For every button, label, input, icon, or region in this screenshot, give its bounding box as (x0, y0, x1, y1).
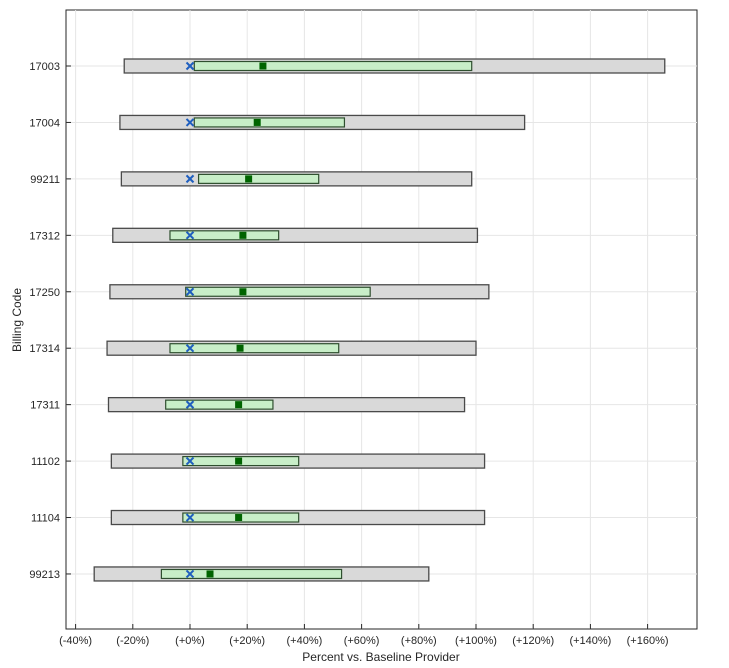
x-tick-label: (+100%) (455, 635, 497, 647)
baseline-x-marker (185, 61, 195, 71)
inner-range-bar (193, 60, 473, 72)
plot-area (65, 9, 698, 630)
y-tick-label: 11104 (31, 513, 60, 525)
y-axis-ticks: 17003 17004 99211 17312 17250 17314 17311 11102… (29, 61, 71, 581)
median-marker (245, 175, 253, 183)
inner-range-bar (185, 286, 371, 297)
y-tick-label: 17250 (29, 287, 60, 299)
baseline-x-marker (185, 400, 195, 409)
median-marker (239, 288, 247, 296)
outer-range-bar (112, 227, 479, 243)
y-tick-label: 17003 (29, 61, 60, 73)
baseline-x-marker (185, 456, 195, 466)
range-bars (93, 58, 666, 582)
x-tick-label: (+140%) (569, 635, 611, 647)
x-tick-label: (-20%) (116, 635, 149, 647)
inner-range-bar (169, 343, 340, 354)
median-marker (259, 62, 267, 70)
median-marker (236, 344, 244, 352)
x-tick-label: (+80%) (401, 635, 437, 647)
y-tick-label: 17311 (30, 400, 60, 412)
inner-range-bar (165, 399, 274, 410)
outer-range-bar (107, 396, 466, 413)
inner-range-bar (169, 230, 280, 241)
median-marker (206, 570, 214, 578)
inner-range-bar (160, 568, 343, 580)
baseline-x-marker (185, 569, 195, 579)
y-tick-label: 99213 (29, 569, 60, 581)
x-tick-label: (+120%) (512, 635, 554, 647)
inner-range-bar (197, 173, 320, 184)
median-marker (239, 231, 247, 239)
inner-range-bar (193, 117, 346, 128)
x-tick-label: (+40%) (287, 635, 323, 647)
baseline-x-marker (185, 174, 195, 184)
x-axis-title: Percent vs. Baseline Provider (302, 650, 459, 664)
y-axis-title: Billing Code (10, 288, 24, 352)
y-tick-label: 17004 (29, 117, 60, 129)
x-axis-ticks: (-40%) (-20%) (+0%) (+20%) (+40%) (+60%) (+80%… (59, 624, 669, 647)
x-tick-label: (+0%) (175, 635, 205, 647)
median-marker (253, 118, 261, 126)
baseline-x-marker (185, 513, 195, 522)
x-tick-label: (+160%) (627, 635, 669, 647)
x-tick-label: (+60%) (344, 635, 380, 647)
baseline-x-marker (185, 287, 195, 296)
median-marker (235, 401, 243, 409)
median-marker (235, 457, 243, 465)
baseline-x-marker (185, 343, 195, 353)
y-tick-label: 99211 (30, 174, 60, 186)
baseline-x-marker (185, 118, 195, 127)
median-marker (235, 514, 243, 522)
y-tick-label: 17312 (29, 230, 60, 242)
x-tick-label: (+20%) (229, 635, 265, 647)
baseline-x-marker (185, 231, 195, 240)
x-tick-label: (-40%) (59, 635, 92, 647)
y-tick-label: 11102 (31, 456, 60, 468)
y-tick-label: 17314 (29, 343, 60, 355)
